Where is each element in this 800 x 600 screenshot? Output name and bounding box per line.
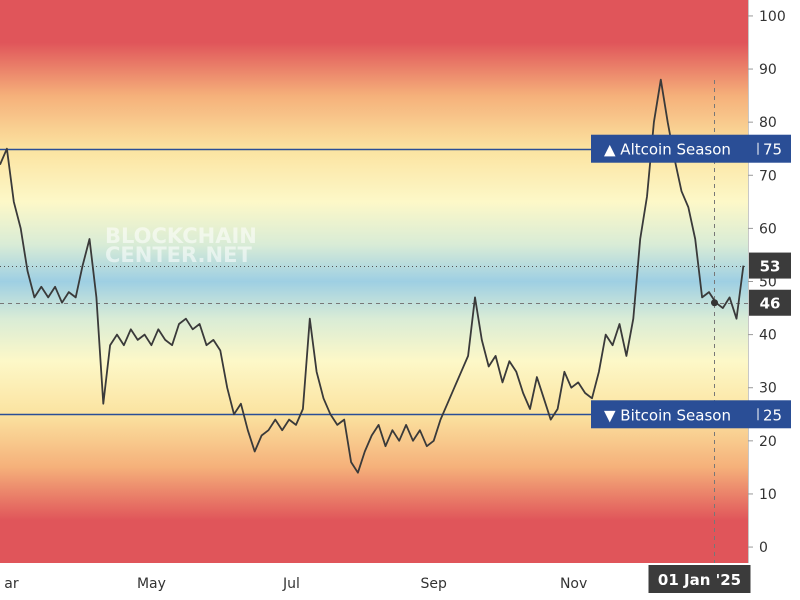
bitcoin-season-label: ▼ Bitcoin Season <box>604 406 731 424</box>
y-tick-label-30: 30 <box>759 381 777 397</box>
watermark-line-2: CENTER.NET <box>105 243 252 267</box>
y-tick-label-0: 0 <box>759 540 768 556</box>
y-tick-label-70: 70 <box>759 168 777 184</box>
x-tick-label-sep: Sep <box>420 576 447 592</box>
crosshair-x-tag-box <box>648 565 751 593</box>
crosshair-y-tag-box <box>749 289 791 316</box>
crosshair-y-tag: 46 <box>760 295 781 313</box>
y-tick-label-80: 80 <box>759 115 777 131</box>
x-tick-label-ar: ar <box>4 576 19 592</box>
last-value-tag-box <box>749 252 791 279</box>
x-tick-label-nov: Nov <box>560 576 587 592</box>
crosshair-point <box>711 299 718 307</box>
plot-background <box>0 0 748 563</box>
x-tick-label-jul: Jul <box>282 576 300 592</box>
series-line-0 <box>0 78 745 474</box>
last-value-tag: 53 <box>760 258 781 276</box>
x-tick-label-may: May <box>137 576 166 592</box>
crosshair-x-tag: 01 Jan '25 <box>658 571 741 589</box>
altcoin-season-label: ▲ Altcoin Season <box>604 141 731 159</box>
watermark-line-1: BLOCKCHAIN <box>105 224 257 248</box>
y-tick-label-100: 100 <box>759 9 786 25</box>
y-tick-label-40: 40 <box>759 328 777 344</box>
altcoin-season-value-label: 75 <box>763 141 782 159</box>
y-tick-label-20: 20 <box>759 434 777 450</box>
bitcoin-season-value-label: 25 <box>763 406 782 424</box>
y-tick-label-90: 90 <box>759 62 777 78</box>
y-tick-label-60: 60 <box>759 221 777 237</box>
y-tick-label-10: 10 <box>759 487 777 503</box>
